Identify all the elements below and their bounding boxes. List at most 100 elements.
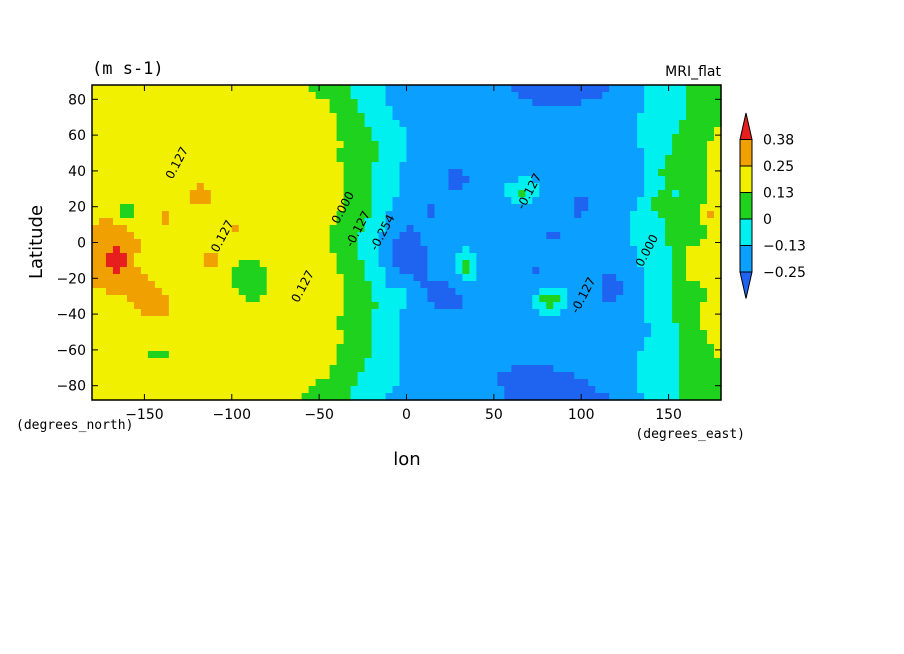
field-cell (280, 358, 289, 366)
field-cell (315, 330, 324, 338)
field-cell (252, 386, 261, 394)
field-cell (203, 337, 212, 345)
field-cell (259, 239, 268, 247)
field-cell (224, 253, 233, 261)
field-cell (301, 99, 310, 107)
field-cell (147, 232, 156, 240)
field-cell (245, 288, 254, 296)
field-cell (105, 323, 114, 331)
field-cell (427, 183, 436, 191)
field-cell (287, 393, 296, 401)
field-cell (385, 288, 394, 296)
field-cell (133, 190, 142, 198)
field-cell (336, 197, 345, 205)
field-cell (231, 344, 240, 352)
field-cell (294, 197, 303, 205)
field-cell (168, 372, 177, 380)
field-cell (266, 92, 275, 100)
field-cell (231, 197, 240, 205)
field-cell (476, 267, 484, 275)
field-cell (707, 386, 715, 394)
field-cell (287, 232, 296, 240)
field-cell (105, 358, 114, 366)
field-cell (532, 162, 540, 170)
field-cell (518, 246, 526, 254)
field-cell (637, 197, 645, 205)
field-cell (518, 386, 526, 394)
field-cell (483, 162, 491, 170)
field-cell (651, 365, 659, 373)
field-cell (679, 141, 687, 149)
field-cell (224, 267, 233, 275)
field-cell (497, 211, 505, 219)
field-cell (231, 120, 240, 128)
field-cell (413, 267, 422, 275)
field-cell (343, 106, 352, 114)
field-cell (483, 155, 491, 163)
field-cell (532, 113, 540, 121)
field-cell (336, 232, 345, 240)
field-cell (378, 127, 387, 135)
field-cell (266, 176, 275, 184)
field-cell (581, 281, 589, 289)
field-cell (448, 246, 457, 254)
field-cell (147, 218, 156, 226)
field-cell (168, 204, 177, 212)
field-cell (518, 190, 526, 198)
field-cell (119, 358, 128, 366)
field-cell (385, 92, 394, 100)
field-cell (196, 337, 205, 345)
field-cell (511, 386, 519, 394)
field-cell (483, 211, 491, 219)
field-cell (273, 162, 282, 170)
field-cell (441, 365, 450, 373)
field-cell (630, 372, 638, 380)
field-cell (658, 204, 666, 212)
field-cell (119, 134, 128, 142)
field-cell (252, 246, 261, 254)
field-cell (518, 281, 526, 289)
field-cell (560, 92, 568, 100)
field-cell (616, 85, 624, 93)
field-cell (133, 316, 142, 324)
field-cell (434, 295, 443, 303)
field-cell (441, 225, 450, 233)
field-cell (427, 330, 436, 338)
field-cell (245, 323, 254, 331)
field-cell (602, 295, 610, 303)
field-cell (399, 281, 408, 289)
field-cell (119, 218, 128, 226)
field-cell (357, 92, 366, 100)
field-cell (490, 239, 498, 247)
field-cell (154, 134, 163, 142)
field-cell (385, 309, 394, 317)
field-cell (504, 134, 512, 142)
field-cell (490, 358, 498, 366)
field-cell (490, 281, 498, 289)
field-cell (651, 225, 659, 233)
field-cell (658, 85, 666, 93)
field-cell (630, 316, 638, 324)
field-cell (623, 99, 631, 107)
field-cell (588, 281, 596, 289)
field-cell (651, 323, 659, 331)
field-cell (434, 183, 443, 191)
field-cell (497, 351, 505, 359)
field-cell (651, 246, 659, 254)
field-cell (462, 330, 470, 338)
field-cell (140, 365, 149, 373)
field-cell (686, 225, 694, 233)
field-cell (224, 393, 233, 401)
field-cell (154, 267, 163, 275)
field-cell (504, 225, 512, 233)
field-cell (168, 99, 177, 107)
field-cell (546, 379, 554, 387)
field-cell (455, 316, 464, 324)
field-cell (553, 344, 561, 352)
field-cell (707, 288, 715, 296)
field-cell (308, 351, 317, 359)
field-cell (518, 99, 526, 107)
field-cell (434, 141, 443, 149)
field-cell (301, 323, 310, 331)
field-cell (371, 393, 380, 401)
